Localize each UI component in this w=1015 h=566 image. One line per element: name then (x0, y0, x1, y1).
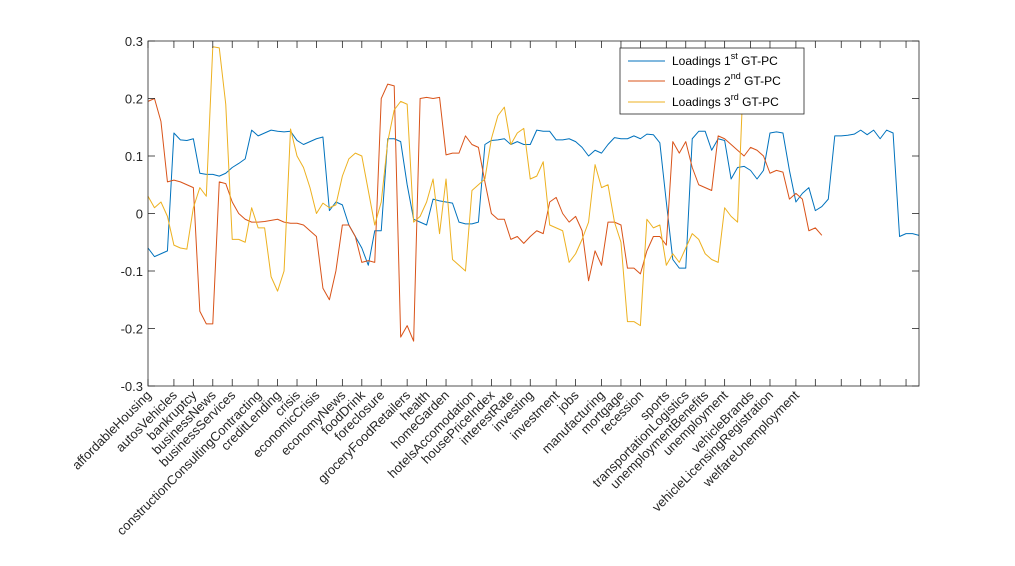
y-tick-label: 0.3 (125, 34, 143, 49)
legend-entry-3: Loadings 3rd GT-PC (628, 92, 779, 109)
y-tick-label: -0.1 (121, 264, 143, 279)
legend-label-2: Loadings 2nd GT-PC (672, 71, 781, 88)
legend-entry-1: Loadings 1st GT-PC (628, 51, 778, 68)
y-tick-label: 0.1 (125, 149, 143, 164)
y-tick-label: -0.2 (121, 322, 143, 337)
y-tick-label: 0.2 (125, 92, 143, 107)
series-line-1 (147, 129, 920, 269)
series-layer (147, 46, 920, 342)
y-tick-label: -0.3 (121, 379, 143, 394)
legend-label-1: Loadings 1st GT-PC (672, 51, 778, 68)
series-line-2 (147, 83, 823, 342)
series-line-3 (147, 46, 758, 327)
legend: Loadings 1st GT-PC Loadings 2nd GT-PC Lo… (619, 47, 805, 115)
y-tick-label: 0 (136, 207, 143, 222)
y-axis-ticks: -0.3 -0.2 -0.1 0 0.1 0.2 0.3 (121, 34, 919, 394)
legend-label-3: Loadings 3rd GT-PC (672, 92, 779, 109)
legend-entry-2: Loadings 2nd GT-PC (628, 71, 781, 88)
